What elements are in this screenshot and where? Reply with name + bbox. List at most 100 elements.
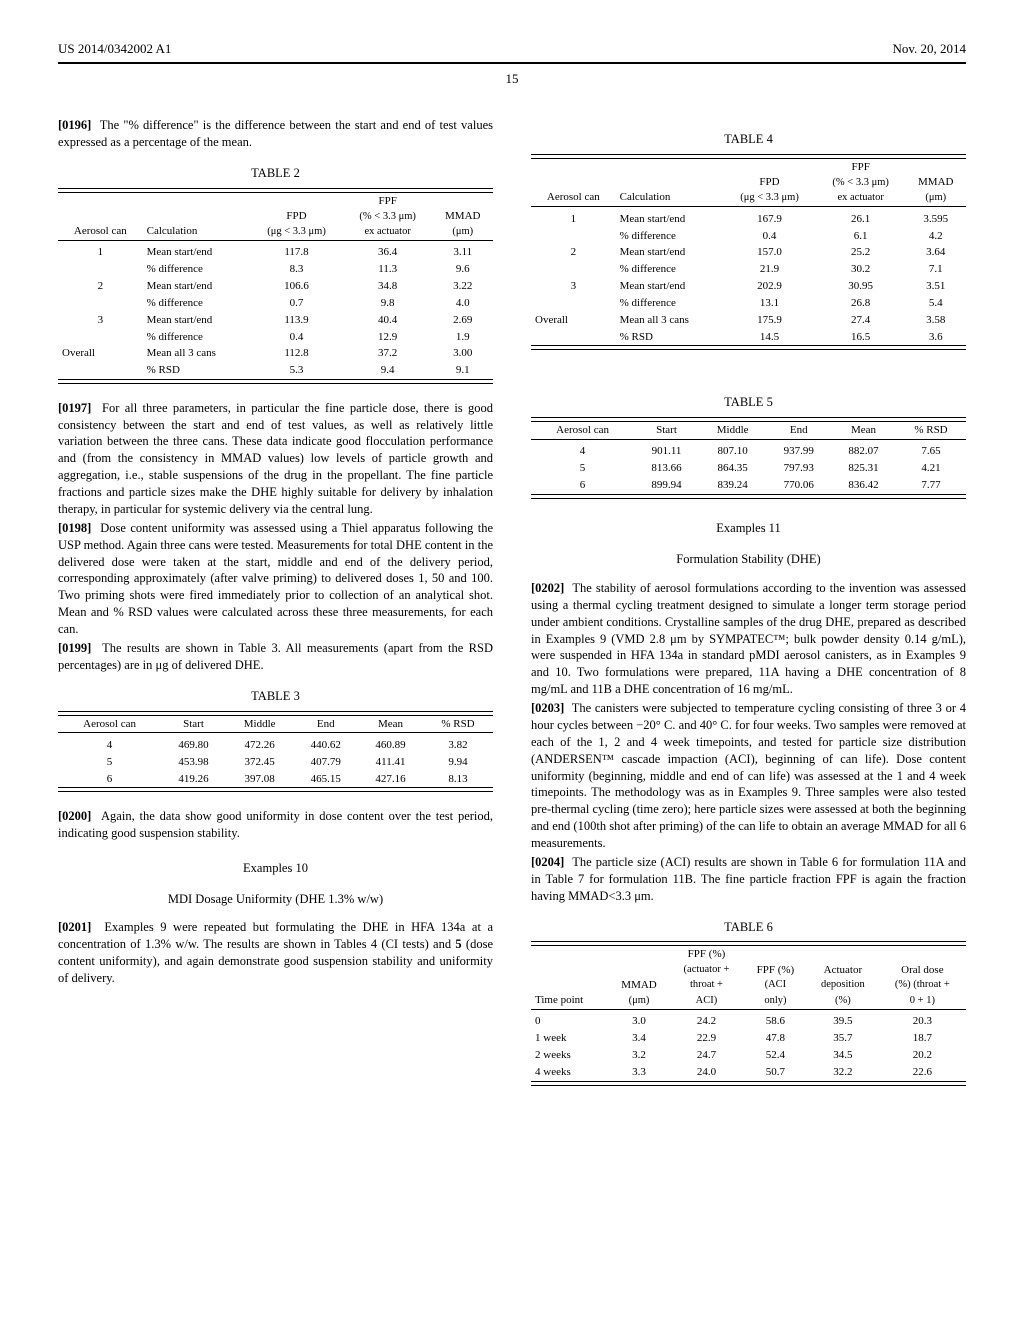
th: (μm) — [629, 995, 650, 1006]
table-row: 1 week3.422.947.835.718.7 — [531, 1030, 966, 1047]
page-header: US 2014/0342002 A1 Nov. 20, 2014 — [58, 40, 966, 58]
para-text: The results are shown in Table 3. All me… — [58, 641, 493, 672]
th: Middle — [226, 715, 293, 733]
th: End — [293, 715, 358, 733]
th: (ACI — [765, 979, 787, 990]
table-row: 5813.66864.35797.93825.314.21 — [531, 460, 966, 477]
table-row: 1Mean start/end117.836.43.11 — [58, 244, 493, 261]
th: Aerosol can — [531, 421, 634, 439]
table-row: OverallMean all 3 cans175.927.43.58 — [531, 312, 966, 329]
para-text: For all three parameters, in particular … — [58, 401, 493, 516]
para-text: The particle size (ACI) results are show… — [531, 855, 966, 903]
para-text: Dose content uniformity was assessed usi… — [58, 521, 493, 636]
para-0203: [0203] The canisters were subjected to t… — [531, 700, 966, 852]
para-0198: [0198] Dose content uniformity was asses… — [58, 520, 493, 638]
table-row: % difference0.46.14.2 — [531, 228, 966, 245]
para-0199: [0199] The results are shown in Table 3.… — [58, 640, 493, 674]
th-fpd-a: FPD — [759, 176, 779, 188]
para-text: The "% difference" is the difference bet… — [58, 118, 493, 149]
table-row: 1Mean start/end167.926.13.595 — [531, 211, 966, 228]
table-row: 4469.80472.26440.62460.893.82 — [58, 737, 493, 754]
para-num: [0204] — [531, 855, 564, 869]
example-10-subtitle: MDI Dosage Uniformity (DHE 1.3% w/w) — [58, 891, 493, 908]
th-fpf-c: ex actuator — [837, 192, 883, 203]
table2-caption: TABLE 2 — [58, 165, 493, 182]
para-num: [0198] — [58, 521, 91, 535]
para-0202: [0202] The stability of aerosol formulat… — [531, 580, 966, 698]
th: 0 + 1) — [910, 995, 935, 1006]
para-num: [0196] — [58, 118, 91, 132]
th: End — [766, 421, 831, 439]
th-can: Aerosol can — [74, 225, 127, 237]
th-fpf-b: (% < 3.3 μm) — [359, 211, 415, 222]
left-column: [0196] The "% difference" is the differe… — [58, 117, 493, 1101]
table-row: 2Mean start/end106.634.83.22 — [58, 278, 493, 295]
table-row: % difference0.79.84.0 — [58, 295, 493, 312]
table6: Time point MMAD(μm) FPF (%)(actuator +th… — [531, 941, 966, 1089]
para-num: [0200] — [58, 809, 91, 823]
table-row: % difference0.412.91.9 — [58, 329, 493, 346]
th: FPF (%) — [757, 964, 795, 976]
th-mmad-a: MMAD — [918, 176, 953, 188]
example-11-title: Examples 11 — [531, 520, 966, 537]
th: MMAD — [621, 979, 656, 991]
table4: Aerosol can Calculation FPD(μg < 3.3 μm)… — [531, 154, 966, 354]
table-row: 6899.94839.24770.06836.427.77 — [531, 477, 966, 494]
header-pub-number: US 2014/0342002 A1 — [58, 40, 171, 58]
table-row: % difference13.126.85.4 — [531, 295, 966, 312]
table-row: % difference21.930.27.1 — [531, 261, 966, 278]
table6-caption: TABLE 6 — [531, 919, 966, 936]
example-11-subtitle: Formulation Stability (DHE) — [531, 551, 966, 568]
para-num: [0201] — [58, 920, 91, 934]
table-row: 3Mean start/end202.930.953.51 — [531, 278, 966, 295]
table-row: 6419.26397.08465.15427.168.13 — [58, 771, 493, 788]
table5-caption: TABLE 5 — [531, 394, 966, 411]
table-row: % difference8.311.39.6 — [58, 261, 493, 278]
th-fpf-a: FPF — [851, 161, 869, 173]
para-num: [0202] — [531, 581, 564, 595]
table-row: % RSD14.516.53.6 — [531, 329, 966, 346]
th: Mean — [358, 715, 423, 733]
th: % RSD — [896, 421, 966, 439]
th: % RSD — [423, 715, 493, 733]
th-mmad-a: MMAD — [445, 210, 480, 222]
para-0196: [0196] The "% difference" is the differe… — [58, 117, 493, 151]
table-row: 2Mean start/end157.025.23.64 — [531, 244, 966, 261]
th-fpf-a: FPF — [378, 195, 396, 207]
para-0204: [0204] The particle size (ACI) results a… — [531, 854, 966, 905]
para-0201: [0201] Examples 9 were repeated but form… — [58, 919, 493, 987]
th-fpd-b: (μg < 3.3 μm) — [267, 226, 326, 237]
table5: Aerosol can Start Middle End Mean % RSD … — [531, 417, 966, 502]
table-row: 2 weeks3.224.752.434.520.2 — [531, 1047, 966, 1064]
th-fpd-b: (μg < 3.3 μm) — [740, 192, 799, 203]
para-text: Again, the data show good uniformity in … — [58, 809, 493, 840]
para-num: [0197] — [58, 401, 91, 415]
para-text-a: Examples 9 were repeated but formulating… — [58, 920, 493, 951]
table3: Aerosol can Start Middle End Mean % RSD … — [58, 711, 493, 796]
header-rule — [58, 62, 966, 64]
para-num: [0199] — [58, 641, 91, 655]
th: (%) — [835, 995, 851, 1006]
two-column-layout: [0196] The "% difference" is the differe… — [58, 117, 966, 1101]
para-0197: [0197] For all three parameters, in part… — [58, 400, 493, 518]
th: only) — [764, 995, 786, 1006]
table-row: 4 weeks3.324.050.732.222.6 — [531, 1064, 966, 1081]
table-row: 03.024.258.639.520.3 — [531, 1013, 966, 1030]
th: Oral dose — [901, 964, 943, 976]
right-column: TABLE 4 Aerosol can Calculation FPD(μg <… — [531, 117, 966, 1101]
th: Middle — [699, 421, 766, 439]
table-row: % RSD5.39.49.1 — [58, 362, 493, 379]
th: (%) (throat + — [895, 979, 950, 990]
th: Aerosol can — [58, 715, 161, 733]
th: deposition — [821, 979, 865, 990]
para-text: The stability of aerosol formulations ac… — [531, 581, 966, 696]
th-can: Aerosol can — [547, 191, 600, 203]
table-row: OverallMean all 3 cans112.837.23.00 — [58, 345, 493, 362]
th: Time point — [535, 994, 583, 1006]
th: Actuator — [824, 964, 862, 976]
th: throat + — [690, 979, 723, 990]
th-mmad-b: (μm) — [925, 192, 946, 203]
th-calc: Calculation — [147, 225, 198, 237]
table3-caption: TABLE 3 — [58, 688, 493, 705]
th-fpf-c: ex actuator — [364, 226, 410, 237]
